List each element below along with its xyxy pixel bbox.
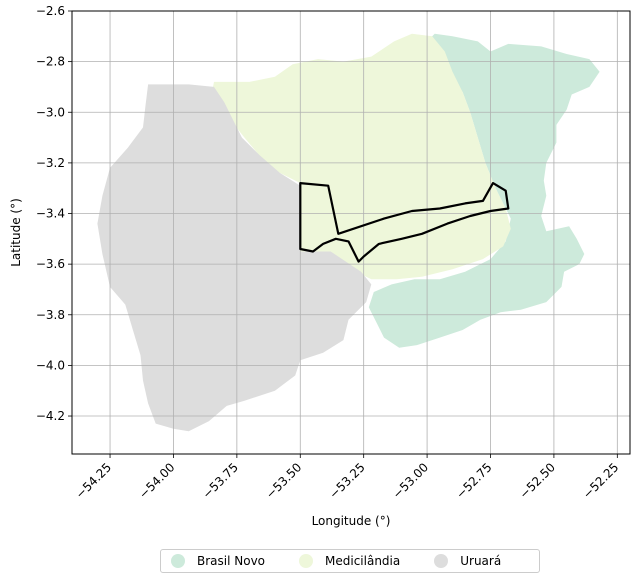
legend-swatch-brasil-novo (171, 554, 185, 568)
legend-item-uruara: Uruará (434, 554, 501, 568)
outline-layer (299, 182, 510, 263)
y-tick-label-3: −3.2 (36, 156, 65, 170)
legend-item-medicilandia: Medicilândia (299, 554, 400, 568)
x-tick-label-0: −54.25 (73, 460, 114, 501)
x-ticks: −54.25 −54.00 −53.75 −53.50 −53.25 −53.00 −52.… (73, 454, 621, 502)
y-tick-label-8: −4.2 (36, 409, 65, 423)
x-tick-label-1: −54.00 (136, 460, 177, 501)
region-medicilandia (211, 33, 511, 280)
y-tick-label-4: −3.4 (36, 207, 65, 221)
legend-label-brasil-novo: Brasil Novo (197, 554, 266, 568)
y-ticks: −2.6 −2.8 −3.0 −3.2 −3.4 −3.6 −3.8 −4.0 −4.2 (36, 4, 72, 423)
legend-label-medicilandia: Medicilândia (325, 554, 401, 568)
legend-swatch-uruara (434, 554, 449, 568)
legend-swatch-medicilandia (299, 554, 314, 568)
x-tick-label-6: −52.75 (453, 460, 494, 501)
plot-frame (71, 10, 631, 455)
y-axis-label: Latitude (°) (9, 198, 23, 267)
y-tick-label-5: −3.6 (36, 257, 65, 271)
legend-item-brasil-novo: Brasil Novo (171, 554, 265, 568)
x-tick-label-4: −53.25 (326, 460, 367, 501)
x-tick-label-5: −53.00 (390, 460, 431, 501)
regions-layer (97, 33, 600, 432)
legend: Brasil Novo Medicilândia Uruará (160, 549, 540, 573)
selected-area-outline (299, 182, 510, 263)
x-tick-label-3: −53.50 (263, 460, 304, 501)
x-tick-label-2: −53.75 (200, 460, 241, 501)
y-tick-label-0: −2.6 (36, 4, 65, 18)
x-axis-label: Longitude (°) (312, 514, 391, 528)
y-tick-label-2: −3.0 (36, 105, 65, 119)
region-uruara (97, 84, 372, 432)
x-tick-label-7: −52.50 (517, 460, 558, 501)
y-tick-label-1: −2.8 (36, 55, 65, 69)
y-tick-label-7: −4.0 (36, 358, 65, 372)
legend-label-uruara: Uruará (460, 554, 502, 568)
x-tick-label-8: −52.25 (580, 460, 621, 501)
y-tick-label-6: −3.8 (36, 308, 65, 322)
